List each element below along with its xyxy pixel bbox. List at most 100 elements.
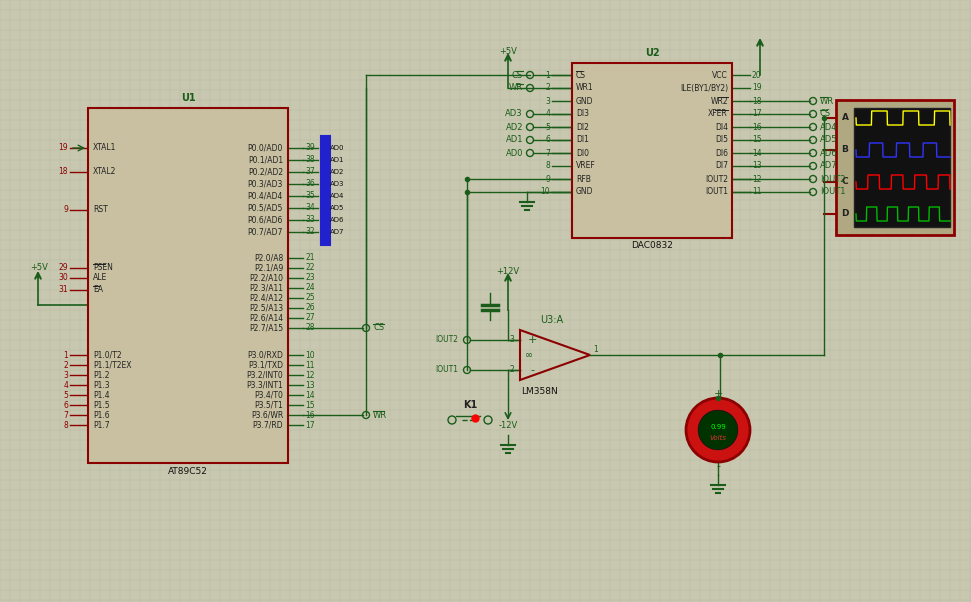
Text: AD7: AD7 (330, 229, 345, 235)
Text: AD1: AD1 (330, 157, 345, 163)
Text: 31: 31 (58, 285, 68, 294)
Text: 0.99: 0.99 (710, 424, 726, 430)
Text: C: C (842, 178, 849, 187)
Text: P0.7/AD7: P0.7/AD7 (248, 228, 283, 237)
Text: P2.7/A15: P2.7/A15 (249, 323, 283, 332)
Text: AD4: AD4 (330, 193, 345, 199)
Text: P0.4/AD4: P0.4/AD4 (248, 191, 283, 200)
Text: AD2: AD2 (506, 122, 523, 131)
Text: WR: WR (820, 96, 834, 105)
Text: 17: 17 (752, 110, 761, 119)
Text: B: B (842, 146, 849, 155)
Text: 18: 18 (58, 167, 68, 176)
Text: 1: 1 (63, 350, 68, 359)
Text: P2.3/A11: P2.3/A11 (249, 284, 283, 293)
Text: AT89C52: AT89C52 (168, 467, 208, 476)
Text: 11: 11 (752, 187, 761, 196)
Text: P2.4/A12: P2.4/A12 (249, 294, 283, 302)
Text: AD7: AD7 (820, 161, 838, 170)
Text: 35: 35 (305, 191, 315, 200)
Text: 13: 13 (752, 161, 761, 170)
Text: P3.1/TXD: P3.1/TXD (248, 361, 283, 370)
Text: 10: 10 (305, 350, 315, 359)
Text: 16: 16 (752, 122, 761, 131)
Text: CS: CS (373, 323, 385, 332)
Text: 9: 9 (63, 205, 68, 214)
Text: 28: 28 (305, 323, 315, 332)
Text: AD3: AD3 (330, 181, 345, 187)
Text: P1.1/T2EX: P1.1/T2EX (93, 361, 131, 370)
Text: 30: 30 (58, 273, 68, 282)
Text: P3.2/INT0: P3.2/INT0 (247, 370, 283, 379)
Text: P0.2/AD2: P0.2/AD2 (248, 167, 283, 176)
Bar (572, 63, 732, 238)
Text: -12V: -12V (498, 421, 518, 429)
Text: P1.5: P1.5 (93, 400, 110, 409)
Text: 12: 12 (752, 175, 761, 184)
Text: P1.4: P1.4 (93, 391, 110, 400)
Text: 39: 39 (305, 143, 315, 152)
Text: GND: GND (576, 187, 593, 196)
Text: P1.2: P1.2 (93, 370, 110, 379)
Text: DAC0832: DAC0832 (631, 241, 673, 250)
Text: Volts: Volts (710, 435, 726, 441)
Text: D: D (841, 209, 849, 219)
Text: WR1: WR1 (576, 84, 593, 93)
Text: P3.7/RD: P3.7/RD (252, 421, 283, 429)
Text: VREF: VREF (576, 161, 596, 170)
Circle shape (686, 398, 750, 462)
Text: 15: 15 (305, 400, 315, 409)
Text: 11: 11 (305, 361, 315, 370)
Text: XTAL2: XTAL2 (93, 167, 117, 176)
Text: P0.5/AD5: P0.5/AD5 (248, 203, 283, 213)
Text: A: A (842, 114, 849, 122)
Text: +5V: +5V (30, 264, 48, 273)
Text: 6: 6 (545, 135, 550, 144)
Text: 20: 20 (752, 70, 761, 79)
Text: DI5: DI5 (715, 135, 728, 144)
Circle shape (698, 410, 738, 450)
Text: P1.6: P1.6 (93, 411, 110, 420)
Text: 12: 12 (305, 370, 315, 379)
Text: DI6: DI6 (715, 149, 728, 158)
Text: IOUT2: IOUT2 (435, 335, 458, 344)
Text: 14: 14 (752, 149, 761, 158)
Text: 27: 27 (305, 314, 315, 323)
Text: 18: 18 (752, 96, 761, 105)
Text: 15: 15 (752, 135, 761, 144)
Text: DI3: DI3 (576, 110, 589, 119)
Text: P1.0/T2: P1.0/T2 (93, 350, 121, 359)
Text: IOUT2: IOUT2 (820, 175, 846, 184)
Text: AD2: AD2 (330, 169, 345, 175)
Text: AD1: AD1 (506, 135, 523, 144)
Text: AD0: AD0 (506, 149, 523, 158)
Text: 1: 1 (546, 70, 550, 79)
Text: +12V: +12V (496, 267, 519, 276)
Text: P2.0/A8: P2.0/A8 (253, 253, 283, 262)
Text: 36: 36 (305, 179, 315, 188)
Text: 8: 8 (546, 161, 550, 170)
Text: RST: RST (93, 205, 108, 214)
Text: IOUT1: IOUT1 (435, 365, 458, 374)
Text: DI1: DI1 (576, 135, 588, 144)
Bar (836, 100, 954, 235)
Text: 4: 4 (63, 380, 68, 389)
Text: 1: 1 (593, 346, 598, 355)
Text: 21: 21 (305, 253, 315, 262)
Text: DI7: DI7 (715, 161, 728, 170)
Text: AD5: AD5 (820, 135, 838, 144)
Text: PSEN: PSEN (93, 264, 113, 273)
Text: IOUT1: IOUT1 (705, 187, 728, 196)
Text: 16: 16 (305, 411, 315, 420)
Text: 10: 10 (541, 187, 550, 196)
Text: DI4: DI4 (715, 122, 728, 131)
Text: P2.6/A14: P2.6/A14 (249, 314, 283, 323)
Text: IOUT2: IOUT2 (705, 175, 728, 184)
Text: P0.0/AD0: P0.0/AD0 (248, 143, 283, 152)
Text: 3: 3 (63, 370, 68, 379)
Text: 33: 33 (305, 216, 315, 225)
Text: 4: 4 (545, 110, 550, 119)
Text: 7: 7 (63, 411, 68, 420)
Text: 23: 23 (305, 273, 315, 282)
Text: DI0: DI0 (576, 149, 589, 158)
